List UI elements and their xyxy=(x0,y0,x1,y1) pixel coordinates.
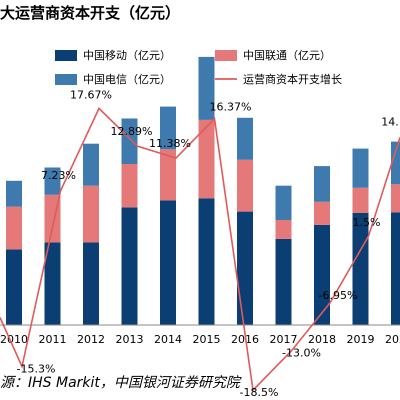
bar-cmcc-2012 xyxy=(83,242,99,325)
bar-cmcc-2013 xyxy=(121,207,138,325)
growth-label-10: 1.5% xyxy=(353,216,381,229)
x-tick-2016: 2016 xyxy=(231,333,259,346)
bar-unicom-2014 xyxy=(160,149,176,201)
growth-label-1: -15.3% xyxy=(17,363,56,376)
bar-cmcc-2018 xyxy=(314,224,330,325)
x-tick-2020: 2020 xyxy=(385,333,400,346)
bar-telecom-2017 xyxy=(275,185,292,220)
bar-telecom-2011 xyxy=(44,167,61,195)
growth-label-3: 17.67% xyxy=(70,88,112,101)
bar-telecom-2015 xyxy=(198,56,215,120)
growth-label-7: -18.5% xyxy=(240,386,279,399)
x-tick-2017: 2017 xyxy=(270,333,298,346)
bar-telecom-2014 xyxy=(160,106,176,150)
legend-label-0: 中国移动（亿元） xyxy=(83,49,171,62)
bar-telecom-2019 xyxy=(352,148,369,188)
legend-label-1: 中国联通（亿元） xyxy=(243,49,331,62)
bar-unicom-2012 xyxy=(83,185,99,243)
bar-unicom-2015 xyxy=(198,119,215,199)
bar-cmcc-2011 xyxy=(44,242,61,325)
bar-unicom-2013 xyxy=(121,164,138,208)
growth-label-2: 7.23% xyxy=(41,169,76,182)
bar-telecom-2012 xyxy=(83,143,99,186)
bar-cmcc-2019 xyxy=(352,213,369,325)
growth-label-6: 16.37% xyxy=(210,101,252,114)
x-tick-2019: 2019 xyxy=(347,333,375,346)
growth-label-4: 12.89% xyxy=(111,125,153,138)
growth-label-5: 11.38% xyxy=(149,137,191,150)
bar-telecom-2018 xyxy=(314,166,330,202)
bar-unicom-2018 xyxy=(314,201,330,225)
bar-unicom-2016 xyxy=(237,159,253,212)
growth-line xyxy=(0,107,400,392)
bar-unicom-2019 xyxy=(352,187,369,213)
legend-swatch-2 xyxy=(55,74,77,85)
growth-label-8: -13.0% xyxy=(282,347,321,360)
bar-cmcc-2016 xyxy=(237,211,253,325)
x-tick-2018: 2018 xyxy=(308,333,336,346)
x-tick-2012: 2012 xyxy=(77,333,105,346)
bar-telecom-2013 xyxy=(121,118,138,164)
chart-title: 大运营商资本开支（亿元） xyxy=(0,4,181,22)
bar-unicom-2020 xyxy=(391,184,400,213)
bar-cmcc-2020 xyxy=(391,212,400,325)
x-tick-2011: 2011 xyxy=(39,333,67,346)
bar-cmcc-2014 xyxy=(160,200,176,325)
legend-swatch-0 xyxy=(55,50,77,61)
legend-label-3: 运营商资本开支增长 xyxy=(243,72,342,86)
bar-cmcc-2017 xyxy=(275,238,292,325)
legend-swatch-1 xyxy=(215,50,237,61)
bar-unicom-2010 xyxy=(6,206,22,250)
growth-label-11: 14. xyxy=(381,115,399,128)
bar-cmcc-2015 xyxy=(198,198,215,325)
bar-telecom-2010 xyxy=(6,180,22,207)
bar-telecom-2016 xyxy=(237,117,253,160)
bar-cmcc-2010 xyxy=(6,249,22,325)
bar-telecom-2020 xyxy=(391,141,400,185)
x-tick-2013: 2013 xyxy=(116,333,144,346)
growth-label-9: -6.95% xyxy=(319,289,358,302)
bar-unicom-2017 xyxy=(275,220,292,239)
x-tick-2015: 2015 xyxy=(193,333,221,346)
chart-source: 源：IHS Markit，中国银河证券研究院 xyxy=(0,375,240,391)
legend-label-2: 中国电信（亿元） xyxy=(83,73,171,86)
x-tick-2014: 2014 xyxy=(154,333,182,346)
x-tick-2010: 2010 xyxy=(0,333,28,346)
